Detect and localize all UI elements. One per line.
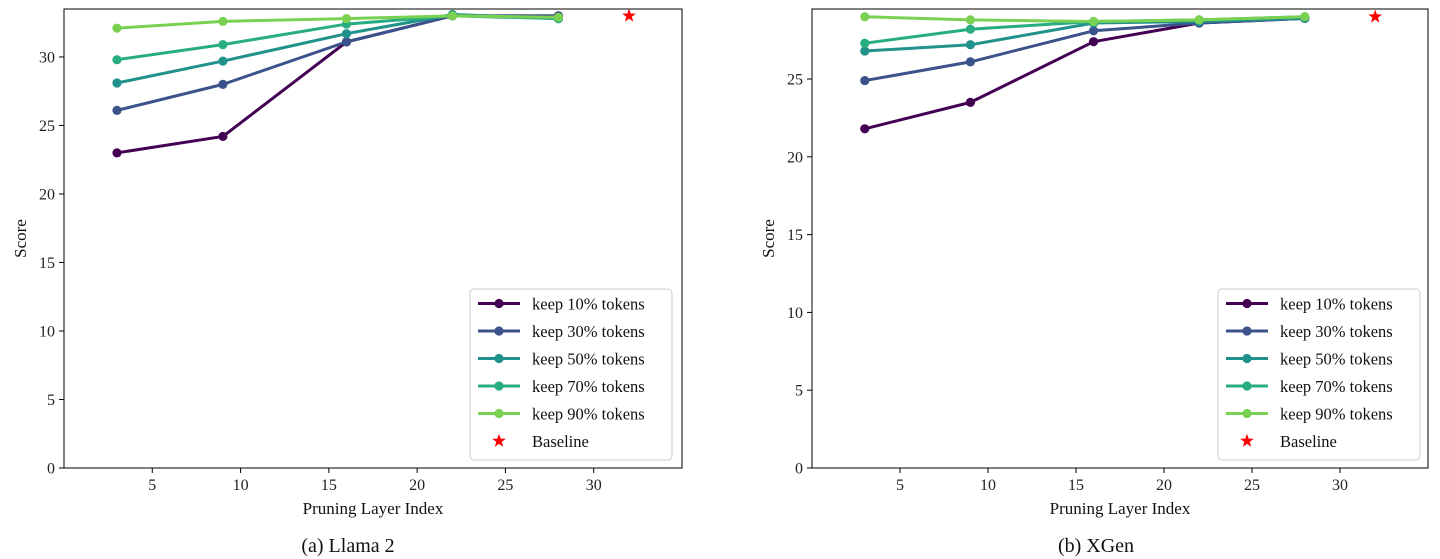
data-point: [112, 148, 122, 158]
legend-marker: [494, 353, 504, 364]
y-tick-label: 5: [795, 383, 803, 400]
data-point: [1194, 15, 1204, 25]
panel-caption: (b) XGen: [1058, 535, 1134, 557]
legend-label: keep 30% tokens: [1280, 322, 1393, 341]
y-tick-label: 25: [39, 118, 55, 135]
y-tick-label: 0: [47, 461, 55, 478]
data-point: [860, 124, 870, 134]
y-tick-label: 10: [787, 305, 803, 322]
legend-label: keep 90% tokens: [1280, 405, 1393, 424]
data-point: [112, 23, 122, 33]
legend-marker: [494, 408, 504, 419]
x-tick-label: 10: [233, 477, 249, 494]
data-point: [112, 78, 122, 88]
legend-label: Baseline: [1280, 432, 1337, 451]
data-point: [1089, 37, 1099, 47]
x-tick-label: 25: [497, 477, 513, 494]
data-point: [447, 11, 458, 21]
x-tick-label: 15: [1068, 477, 1084, 494]
legend-label: keep 50% tokens: [1280, 350, 1393, 369]
legend-marker: [494, 326, 504, 336]
plot-frame: [63, 8, 683, 469]
y-axis-label: Score: [759, 219, 778, 258]
data-point: [965, 15, 976, 25]
data-point: [1089, 26, 1099, 36]
x-tick-label: 30: [1332, 477, 1348, 494]
legend-label: keep 90% tokens: [532, 405, 645, 424]
x-axis-label: Pruning Layer Index: [303, 499, 444, 518]
y-tick-label: 10: [39, 323, 55, 340]
x-tick-label: 15: [321, 477, 337, 494]
y-tick-label: 20: [39, 186, 55, 203]
data-point: [341, 37, 352, 47]
data-point: [112, 55, 122, 65]
data-point: [112, 105, 122, 115]
legend-marker: [1242, 353, 1252, 364]
data-point: [341, 29, 352, 39]
legend-marker: [1242, 381, 1252, 391]
legend-marker: [494, 298, 504, 309]
y-tick-label: 15: [39, 255, 55, 272]
data-point: [553, 12, 564, 22]
series-line-2: [864, 16, 1305, 83]
series-line-2: [116, 14, 559, 112]
legend-frame: [469, 288, 673, 461]
baseline-marker: [622, 8, 636, 22]
data-point: [1300, 12, 1310, 22]
data-point: [965, 40, 976, 50]
data-point: [218, 56, 228, 66]
baseline-marker: [1368, 9, 1383, 23]
legend: keep 10% tokens keep 30% tokens keep 50% t…: [469, 288, 673, 461]
x-tick-label: 30: [586, 477, 602, 494]
data-point: [965, 57, 976, 67]
legend-label: keep 10% tokens: [1280, 295, 1393, 314]
legend-label: keep 50% tokens: [532, 350, 645, 369]
y-axis-label: Score: [11, 219, 30, 258]
panel-caption: (a) Llama 2: [301, 535, 394, 557]
legend-baseline-marker: [1240, 433, 1254, 447]
data-point: [965, 24, 976, 34]
legend-marker: [1242, 326, 1252, 336]
data-point: [341, 13, 352, 24]
data-point: [1089, 16, 1099, 27]
legend-frame: [1217, 288, 1421, 461]
plot-frame: [811, 8, 1429, 469]
x-tick-label: 5: [148, 477, 156, 494]
legend-baseline-marker: [492, 433, 506, 447]
legend-label: keep 10% tokens: [532, 295, 645, 314]
data-point: [860, 75, 870, 86]
y-tick-label: 15: [787, 227, 803, 244]
legend-label: Baseline: [532, 432, 589, 451]
data-point: [218, 16, 228, 26]
data-point: [218, 79, 228, 89]
data-point: [218, 131, 228, 142]
data-point: [860, 12, 870, 22]
legend-marker: [494, 381, 504, 391]
x-tick-label: 25: [1244, 477, 1260, 494]
y-tick-label: 0: [795, 461, 803, 478]
y-tick-label: 5: [47, 392, 55, 409]
legend-label: keep 70% tokens: [1280, 377, 1393, 396]
legend-marker: [1242, 298, 1252, 309]
legend-label: keep 70% tokens: [532, 377, 645, 396]
legend-label: keep 30% tokens: [532, 322, 645, 341]
legend: keep 10% tokens keep 30% tokens keep 50% t…: [1217, 288, 1421, 461]
data-point: [965, 97, 976, 107]
y-tick-label: 30: [39, 49, 55, 66]
data-point: [860, 38, 870, 48]
x-tick-label: 20: [409, 477, 425, 494]
legend-marker: [1242, 408, 1252, 419]
chart-panel-xgen: 5 10 15 20 25 30 0 5 10 15 20 25 Pruning Layer Index…: [759, 8, 1429, 557]
x-axis-label: Pruning Layer Index: [1050, 499, 1191, 518]
x-tick-label: 10: [980, 477, 996, 494]
x-tick-label: 20: [1156, 477, 1172, 494]
y-tick-label: 20: [787, 149, 803, 166]
y-tick-label: 25: [787, 72, 803, 89]
data-point: [860, 46, 870, 56]
data-point: [218, 40, 228, 50]
x-tick-label: 5: [896, 477, 904, 494]
chart-panel-llama2: 5 10 15 20 25 30 0 5 10 15 20 25 30 Pruning Layer Ind…: [11, 8, 683, 557]
